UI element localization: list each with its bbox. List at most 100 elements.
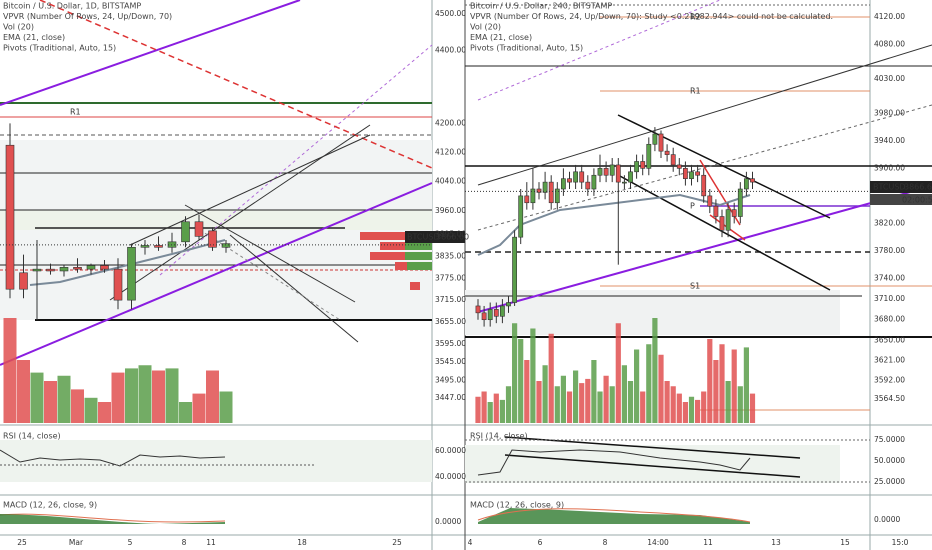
candle-body	[597, 168, 603, 176]
volume-bar	[17, 360, 30, 423]
price-tick-label: 3960.00	[435, 206, 466, 215]
volume-bar	[30, 372, 44, 423]
candle-body	[628, 171, 633, 183]
volume-bar	[165, 368, 179, 423]
volume-bar	[707, 339, 713, 423]
volume-bar	[554, 386, 560, 423]
candle-body	[567, 178, 572, 183]
candle-body	[518, 195, 524, 238]
volume-bar	[152, 370, 165, 423]
price-tick-label: 3940.00	[874, 136, 905, 145]
left-last-tag	[405, 231, 465, 243]
pivot-label: R2	[690, 13, 701, 22]
candle-body	[512, 236, 517, 303]
volume-bar	[536, 381, 542, 423]
symbol-tag: BTCUSD	[407, 233, 440, 242]
rsi-tick-label: 60.0000	[435, 446, 466, 455]
volume-bar	[652, 318, 658, 423]
volume-bar	[646, 344, 652, 423]
rsi-tick-label: 25.0000	[874, 477, 905, 486]
candle-body	[591, 174, 597, 190]
volume-bar	[481, 391, 487, 423]
price-tick-label: 3895.00	[435, 230, 466, 239]
candle-body	[59, 267, 69, 272]
volume-bar	[505, 386, 512, 423]
candle-body	[475, 305, 481, 314]
macd-tick-label: 0.0000	[874, 515, 900, 524]
candle-body	[154, 245, 163, 248]
candle-body	[493, 309, 499, 317]
countdown: 02:00:53	[902, 196, 932, 205]
candle-body	[676, 164, 682, 169]
right-drawings	[465, 0, 932, 524]
volume-bar	[634, 349, 640, 423]
price-tick-label: 4030.00	[874, 74, 905, 83]
candle-body	[573, 171, 578, 183]
price-tick-label: 3900.00	[874, 163, 905, 172]
price-tick-label: 4400.00	[435, 45, 466, 54]
price-tick-label: 3835.00	[435, 251, 466, 260]
volume-bar	[179, 402, 192, 423]
price-tick-label: 3621.00	[874, 355, 905, 364]
volume-bar	[206, 370, 219, 423]
legend-line: EMA (21, close)	[3, 33, 65, 42]
volume-bar	[579, 383, 585, 423]
candle-body	[670, 154, 676, 166]
volume-bar	[688, 396, 695, 423]
candle-body	[682, 168, 688, 179]
volume-bar	[695, 399, 701, 423]
volume-bar	[627, 381, 634, 423]
volume-bar	[560, 375, 566, 423]
price-tick-label: 3564.50	[874, 394, 905, 403]
candle-body	[640, 161, 646, 169]
price-tick-label: 3592.00	[874, 375, 905, 384]
volume-bar	[585, 378, 591, 423]
volume-bar	[719, 344, 725, 423]
volume-bar	[670, 386, 676, 423]
candle-body	[560, 178, 566, 190]
candle-body	[548, 181, 554, 204]
volume-bar	[487, 402, 493, 423]
price-tick-label: 3740.00	[874, 273, 905, 282]
volume-bar	[493, 393, 499, 423]
countdown-tag	[870, 194, 932, 205]
price-tick-label: 3545.00	[435, 357, 466, 366]
legend-line: EMA (21, close)	[470, 33, 532, 42]
date-label: 25	[17, 538, 27, 547]
left-drawings	[0, 0, 433, 524]
volume-bar	[701, 391, 707, 423]
candle-body	[208, 230, 217, 248]
price-tick-label: 3775.00	[435, 273, 466, 282]
price-tick-label: 3715.00	[435, 295, 466, 304]
volume-bar	[138, 365, 152, 423]
volume-bar	[98, 402, 111, 423]
candle-body	[713, 205, 719, 217]
candle-body	[743, 178, 749, 190]
date-label: 5	[128, 538, 133, 547]
volume-bar	[615, 323, 621, 423]
price-tick-label: 3980.00	[874, 108, 905, 117]
candle-body	[707, 195, 713, 207]
date-label: 18	[297, 538, 307, 547]
legend-line: Vol (20)	[470, 23, 501, 32]
candle-body	[695, 171, 700, 176]
volume-bar	[743, 347, 749, 423]
rsi-tick-label: 40.0000	[435, 472, 466, 481]
rsi-tick-label: 75.0000	[874, 435, 905, 444]
volume-bar	[603, 375, 609, 423]
volume-bar	[125, 368, 138, 423]
candle-body	[621, 181, 627, 184]
volume-bar	[737, 386, 743, 423]
candle-body	[5, 144, 15, 290]
candle-body	[140, 245, 150, 248]
candle-body	[221, 243, 231, 248]
rsi-label: RSI (14, close)	[470, 432, 528, 441]
volume-bar	[621, 365, 627, 423]
candle-body	[609, 164, 615, 176]
candle-body	[499, 305, 505, 317]
price-tick-label: 3680.00	[874, 315, 905, 324]
volume-bar	[71, 389, 84, 423]
volume-bar	[530, 328, 536, 423]
pivot-label: P	[690, 202, 695, 211]
